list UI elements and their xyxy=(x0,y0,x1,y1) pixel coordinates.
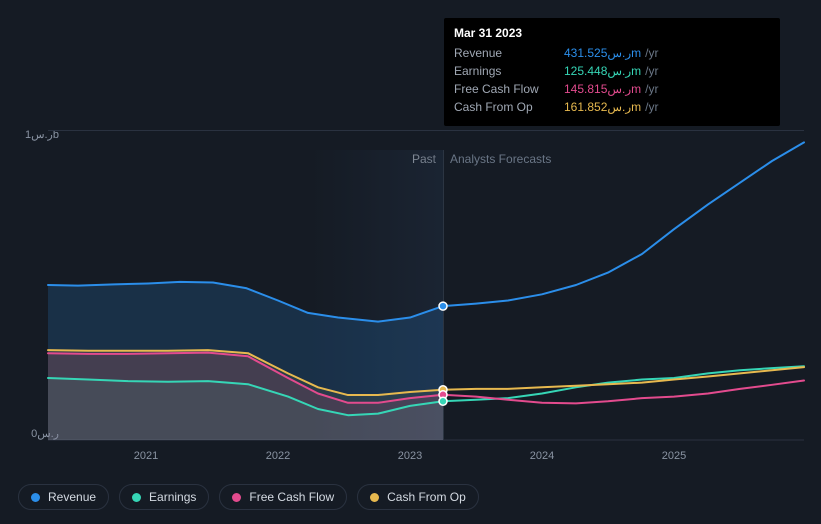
x-tick: 2022 xyxy=(266,450,290,462)
x-axis: 2021 2022 2023 2024 2025 xyxy=(48,450,804,470)
legend-item-cashop[interactable]: Cash From Op xyxy=(357,484,479,510)
legend-item-revenue[interactable]: Revenue xyxy=(18,484,109,510)
tooltip-label: Revenue xyxy=(454,46,564,60)
tooltip-value: 145.815ر.سm xyxy=(564,82,641,96)
tooltip-date: Mar 31 2023 xyxy=(454,26,770,40)
tooltip-label: Cash From Op xyxy=(454,100,564,114)
tooltip-value: 125.448ر.سm xyxy=(564,64,641,78)
tooltip-label: Earnings xyxy=(454,64,564,78)
tooltip-unit: /yr xyxy=(645,82,658,96)
financial-chart[interactable] xyxy=(48,130,804,440)
tooltip-value: 161.852ر.سm xyxy=(564,100,641,114)
x-tick: 2025 xyxy=(662,450,686,462)
legend-dot xyxy=(31,493,40,502)
legend-dot xyxy=(132,493,141,502)
tooltip-unit: /yr xyxy=(645,100,658,114)
legend-label: Cash From Op xyxy=(387,490,466,504)
tooltip-row-earnings: Earnings 125.448ر.سm /yr xyxy=(454,64,770,82)
legend-item-fcf[interactable]: Free Cash Flow xyxy=(219,484,347,510)
legend-dot xyxy=(232,493,241,502)
tooltip-row-fcf: Free Cash Flow 145.815ر.سm /yr xyxy=(454,82,770,100)
tooltip-value: 431.525ر.سm xyxy=(564,46,641,60)
chart-legend: Revenue Earnings Free Cash Flow Cash Fro… xyxy=(18,484,479,510)
tooltip-unit: /yr xyxy=(645,46,658,60)
x-tick: 2021 xyxy=(134,450,158,462)
legend-label: Revenue xyxy=(48,490,96,504)
x-tick: 2024 xyxy=(530,450,554,462)
legend-label: Earnings xyxy=(149,490,196,504)
legend-dot xyxy=(370,493,379,502)
tooltip-row-revenue: Revenue 431.525ر.سm /yr xyxy=(454,46,770,64)
tooltip-label: Free Cash Flow xyxy=(454,82,564,96)
legend-item-earnings[interactable]: Earnings xyxy=(119,484,209,510)
chart-tooltip: Mar 31 2023 Revenue 431.525ر.سm /yr Earn… xyxy=(444,18,780,126)
x-tick: 2023 xyxy=(398,450,422,462)
legend-label: Free Cash Flow xyxy=(249,490,334,504)
tooltip-unit: /yr xyxy=(645,64,658,78)
tooltip-row-cashop: Cash From Op 161.852ر.سm /yr xyxy=(454,100,770,118)
